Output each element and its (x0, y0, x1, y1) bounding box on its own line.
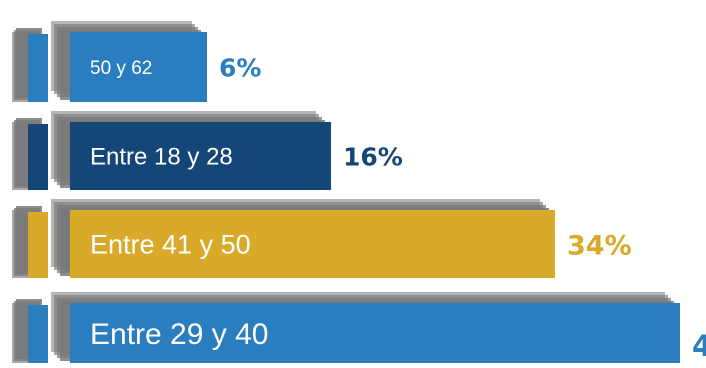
bar-category-label: Entre 18 y 28 (90, 144, 233, 171)
bar-group: Entre 29 y 40 44% (12, 292, 706, 363)
bar-value-label: 16% (343, 143, 403, 172)
bar-stub (28, 212, 48, 278)
bar-value-label: 34% (567, 230, 632, 261)
bar (70, 122, 331, 190)
bar-stub (28, 34, 48, 102)
bar-category-label: Entre 29 y 40 (90, 318, 268, 351)
bar-group: Entre 41 y 50 34% (12, 199, 632, 278)
bar-category-label: Entre 41 y 50 (90, 230, 251, 260)
bar-category-label: 50 y 62 (90, 58, 152, 79)
bars-layer: 50 y 62 6% Entre 18 y 28 16% Entre 41 y 50 34… (12, 21, 706, 363)
bar (70, 303, 680, 363)
bar (70, 210, 555, 278)
bar-value-label: 44% (692, 329, 706, 363)
bar-group: Entre 18 y 28 16% (12, 111, 403, 190)
bar-value-label: 6% (219, 54, 261, 83)
bar (70, 32, 207, 102)
bar-stub (28, 305, 48, 363)
bar-stub (28, 124, 48, 190)
bar-group: 50 y 62 6% (12, 21, 261, 102)
